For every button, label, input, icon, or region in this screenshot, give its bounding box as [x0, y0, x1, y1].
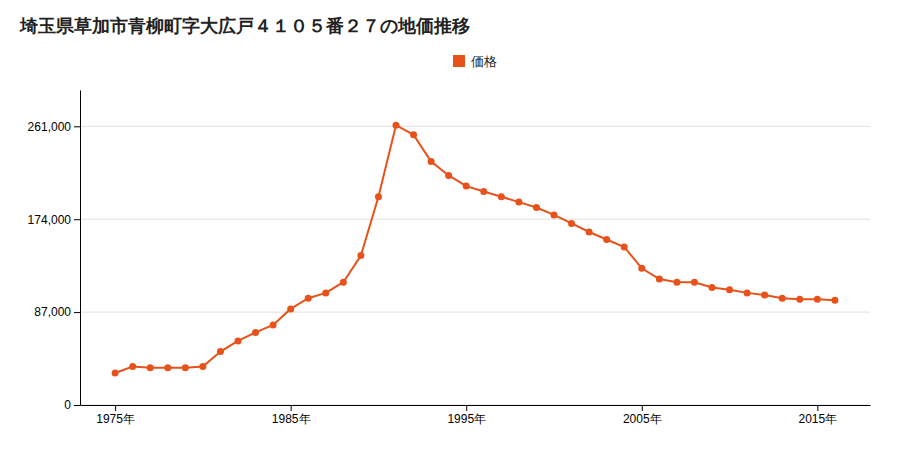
- grid-line-y: [80, 405, 870, 406]
- x-tick-label: 1975年: [96, 412, 135, 426]
- series-point: [673, 279, 680, 286]
- x-tick-label: 2015年: [798, 412, 837, 426]
- grid-line-y: [80, 126, 870, 127]
- series-point: [252, 329, 259, 336]
- series-point: [831, 297, 838, 304]
- series-point: [533, 204, 540, 211]
- y-tick-label: 87,000: [34, 305, 71, 319]
- grid-line-y: [80, 312, 870, 313]
- series-point: [217, 348, 224, 355]
- series-point: [515, 199, 522, 206]
- x-tick-mark: [642, 405, 643, 411]
- series-point: [656, 276, 663, 283]
- series-point: [568, 220, 575, 227]
- series-point: [287, 305, 294, 312]
- x-tick: 1995年: [447, 405, 486, 426]
- y-tick-label: 0: [64, 398, 71, 412]
- chart-container: 1975年 1985年 1995年 2005年 2015年 0 87,000 174,000 2…: [0, 0, 900, 450]
- legend-item: 価格: [453, 54, 497, 69]
- x-tick-label: 1995年: [447, 412, 486, 426]
- y-tick-mark: [74, 405, 80, 406]
- y-axis: 0 87,000 174,000 261,000: [28, 91, 81, 413]
- series-point: [463, 183, 470, 190]
- series-point: [410, 131, 417, 138]
- series-point: [761, 292, 768, 299]
- series-point: [340, 279, 347, 286]
- chart-svg: 1975年 1985年 1995年 2005年 2015年 0 87,000 174,000 2…: [0, 0, 900, 450]
- series-point: [796, 296, 803, 303]
- series-point: [305, 295, 312, 302]
- series-point: [393, 122, 400, 129]
- x-tick: 1985年: [272, 405, 311, 426]
- series-point: [375, 193, 382, 200]
- series-point: [445, 172, 452, 179]
- x-tick-mark: [466, 405, 467, 411]
- y-tick-mark: [74, 126, 80, 127]
- series-point: [586, 229, 593, 236]
- series-point: [235, 337, 242, 344]
- legend: 価格: [453, 54, 497, 69]
- x-tick: 1975年: [96, 405, 135, 426]
- y-tick: 261,000: [28, 120, 80, 134]
- series-point: [638, 265, 645, 272]
- series-point: [621, 243, 628, 250]
- grid-line-y: [80, 219, 870, 220]
- series-point: [164, 364, 171, 371]
- series-point: [199, 363, 206, 370]
- x-tick: 2015年: [798, 405, 837, 426]
- series-point: [814, 296, 821, 303]
- series-point: [551, 211, 558, 218]
- series-point: [270, 321, 277, 328]
- series-point: [322, 289, 329, 296]
- grid: [80, 126, 870, 405]
- series-point: [357, 252, 364, 259]
- series-point: [428, 158, 435, 165]
- series-point: [182, 364, 189, 371]
- y-axis-line: [80, 91, 81, 406]
- x-tick-mark: [115, 405, 116, 411]
- legend-swatch: [453, 55, 465, 67]
- y-tick: 87,000: [34, 305, 80, 319]
- y-tick-mark: [74, 219, 80, 220]
- series-point: [709, 284, 716, 291]
- series-point: [129, 363, 136, 370]
- x-tick-label: 1985年: [272, 412, 311, 426]
- legend-label: 価格: [471, 54, 497, 69]
- y-tick-label: 174,000: [28, 213, 72, 227]
- series-point: [147, 364, 154, 371]
- series-point: [779, 295, 786, 302]
- series-point: [112, 369, 119, 376]
- series-point: [691, 279, 698, 286]
- series-point: [726, 286, 733, 293]
- x-axis: 1975年 1985年 1995年 2005年 2015年: [81, 405, 871, 426]
- plot-area: [112, 122, 839, 377]
- series-point: [603, 236, 610, 243]
- y-tick: 174,000: [28, 213, 80, 227]
- title: 埼玉県草加市青柳町字大広戸４１０５番２７の地価推移: [19, 15, 470, 36]
- series-point: [498, 193, 505, 200]
- x-axis-line: [81, 405, 871, 406]
- x-tick: 2005年: [623, 405, 662, 426]
- x-tick-mark: [817, 405, 818, 411]
- series-point: [480, 188, 487, 195]
- y-tick: 0: [64, 398, 80, 412]
- y-tick-label: 261,000: [28, 120, 72, 134]
- y-tick-mark: [74, 312, 80, 313]
- x-tick-mark: [291, 405, 292, 411]
- series-point: [744, 289, 751, 296]
- x-tick-label: 2005年: [623, 412, 662, 426]
- series-line: [115, 125, 835, 373]
